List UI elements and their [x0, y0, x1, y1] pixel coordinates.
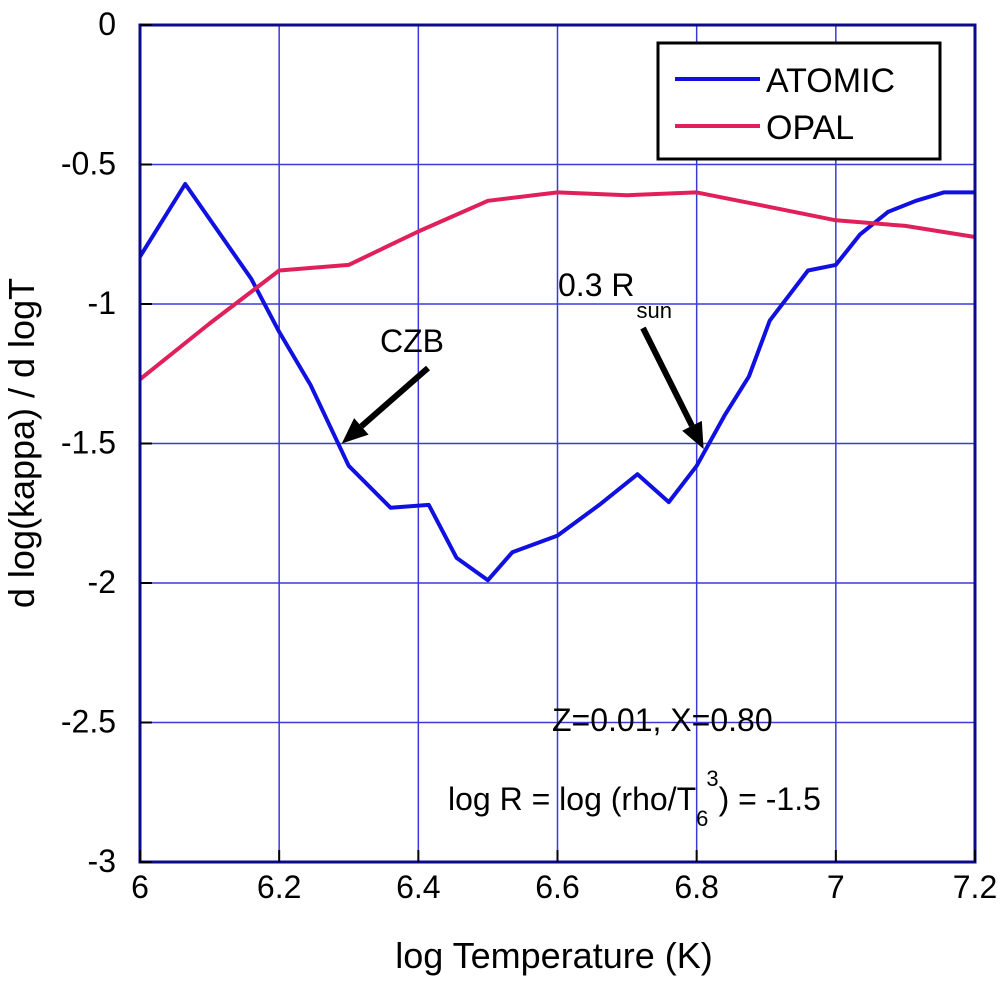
x-tick-label: 7.2 [953, 869, 997, 905]
parameters-line-2-pre: log R = log (rho/T [448, 781, 696, 817]
legend-label-opal: OPAL [766, 109, 854, 147]
parameters-line-2-sub: 6 [696, 806, 708, 831]
x-tick-label: 7 [827, 869, 845, 905]
series-line-atomic [138, 182, 975, 583]
series-line-opal [138, 190, 976, 381]
parameters-text: Z=0.01, X=0.80 log R = log (rho/T6 3) = -… [448, 702, 821, 831]
ticks: 6 6.2 6.4 6.6 6.8 7 7.2 0 -0.5 -1 -1.5 -2 -2.5 -3 [61, 6, 997, 905]
y-tick-label: -0.5 [61, 146, 116, 182]
annotation-rsun: 0.3 Rsun [558, 267, 704, 450]
y-tick-label: -2 [88, 564, 116, 600]
legend-box [656, 41, 942, 161]
legend: ATOMIC OPAL [656, 41, 942, 161]
legend-label-atomic: ATOMIC [766, 62, 895, 100]
y-tick-label: -1.5 [61, 425, 116, 461]
x-tick-label: 6.8 [674, 869, 718, 905]
y-tick-label: -3 [88, 843, 116, 879]
annotation-rsun-label: 0.3 Rsun [558, 267, 672, 323]
annotation-czb: CZB [341, 323, 444, 444]
parameters-line-2: log R = log (rho/T6 3) = -1.5 [448, 766, 821, 831]
parameters-line-2-post: ) = -1.5 [719, 781, 821, 817]
x-tick-label: 6 [131, 869, 149, 905]
annotation-rsun-arrowhead [682, 420, 704, 450]
annotation-czb-label: CZB [380, 323, 444, 359]
x-tick-label: 6.2 [257, 869, 301, 905]
y-tick-label: -2.5 [61, 704, 116, 740]
y-axis-label: d log(kappa) / d logT [1, 278, 42, 608]
x-axis-label: log Temperature (K) [395, 935, 712, 976]
parameters-line-1: Z=0.01, X=0.80 [552, 702, 773, 738]
x-tick-label: 6.6 [535, 869, 579, 905]
y-tick-label: 0 [98, 6, 116, 42]
annotation-czb-arrow [359, 365, 430, 429]
annotation-czb-arrowhead [341, 418, 369, 444]
annotation-rsun-arrow [640, 326, 695, 428]
parameters-line-2-sup: 3 [706, 766, 718, 791]
y-tick-label: -1 [88, 285, 116, 321]
series-layer [138, 182, 976, 583]
x-tick-label: 6.4 [396, 869, 440, 905]
annotation-rsun-subscript: sun [636, 298, 671, 323]
grid [140, 25, 975, 862]
annotation-rsun-text: 0.3 R [558, 267, 634, 303]
